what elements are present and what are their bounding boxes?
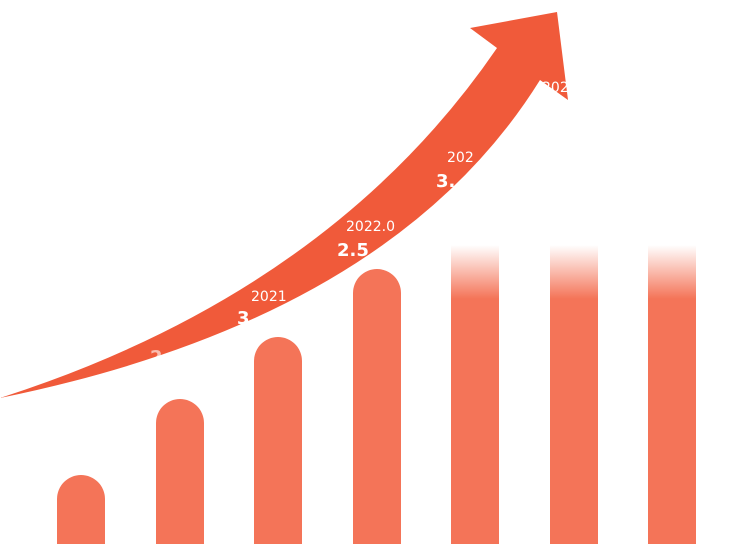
bar [254, 337, 302, 544]
bar [648, 245, 696, 544]
bar [550, 245, 598, 544]
year-label: 2022.0 [346, 219, 395, 235]
value-label: 3. [436, 171, 455, 192]
bars [57, 245, 696, 544]
value-label: 2.5 [337, 240, 369, 261]
year-label: 202 [447, 150, 474, 166]
bar [156, 399, 204, 544]
year-label: 2021 [251, 289, 287, 305]
growth-arrow [0, 12, 568, 398]
value-label: 2 [150, 347, 163, 368]
value-label: 3 [237, 308, 250, 329]
bar [353, 269, 401, 544]
bar [451, 245, 499, 544]
bar [57, 475, 105, 544]
year-label: 202 [542, 80, 569, 96]
